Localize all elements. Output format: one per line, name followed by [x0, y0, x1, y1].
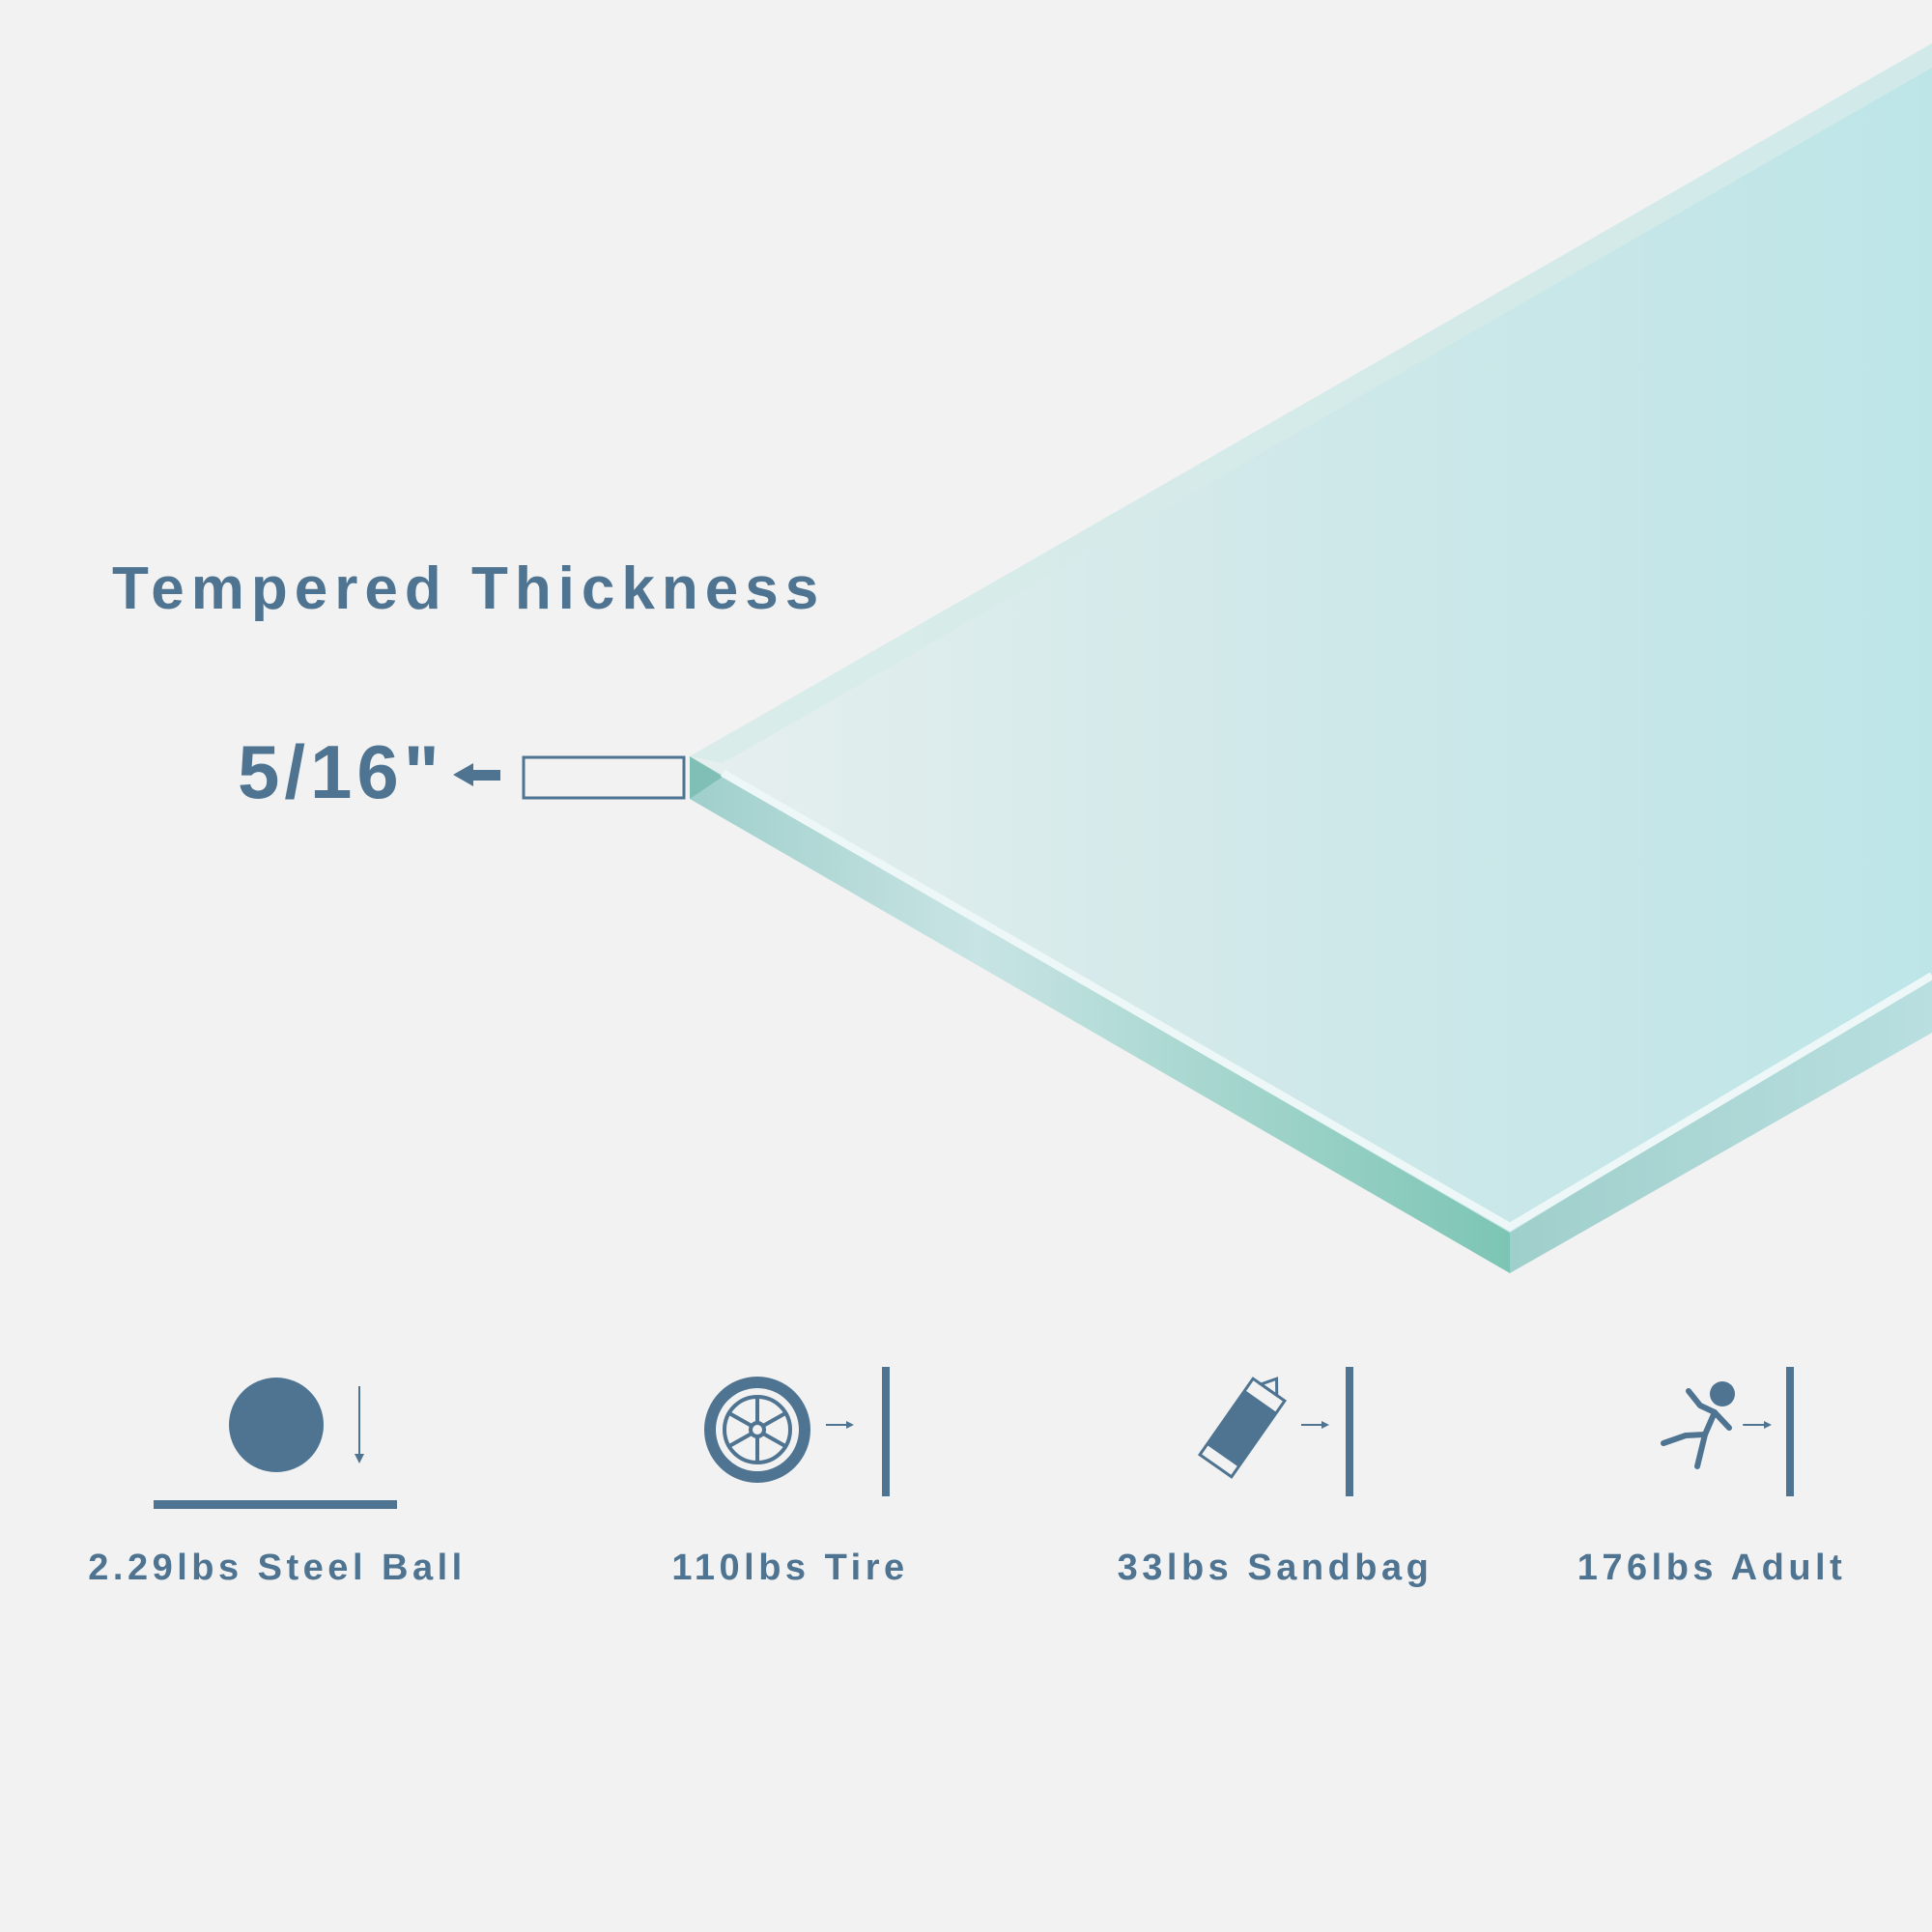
- steel-ball-drop-icon: [154, 1378, 397, 1509]
- test-label-steel-ball: 2.29lbs Steel Ball: [88, 1548, 467, 1588]
- test-label-tire: 110lbs Tire: [671, 1548, 909, 1588]
- arrow-left-icon: [453, 763, 500, 786]
- adult-impact-icon: [1661, 1367, 1794, 1496]
- glass-panel: [690, 43, 1932, 1273]
- tire-impact-icon: [704, 1367, 890, 1496]
- thickness-value: 5/16": [238, 729, 444, 814]
- thickness-box: [522, 755, 686, 800]
- sandbag-impact-icon: [1197, 1367, 1353, 1496]
- test-label-adult: 176lbs Adult: [1577, 1548, 1847, 1588]
- thickness-indicator: [453, 755, 686, 800]
- test-label-sandbag: 33lbs Sandbag: [1117, 1548, 1434, 1588]
- heading-title: Tempered Thickness: [112, 555, 826, 622]
